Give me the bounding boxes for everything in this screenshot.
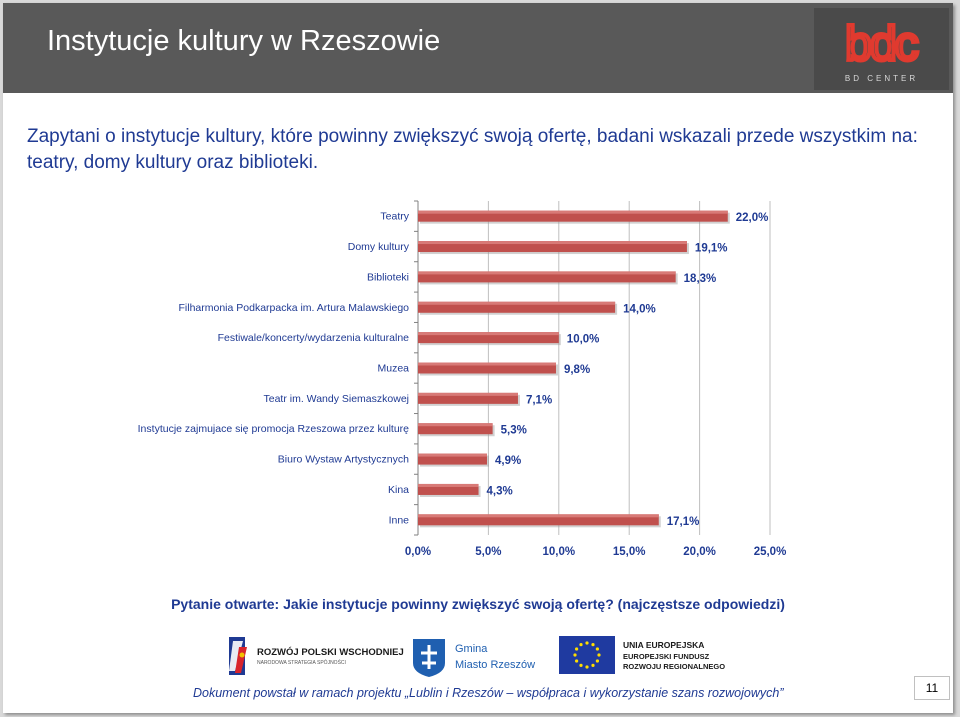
bar: [418, 483, 479, 495]
bar-highlight: [418, 362, 556, 366]
bar: [418, 423, 493, 435]
bar: [418, 210, 728, 222]
category-label: Biuro Wystaw Artystycznych: [278, 454, 409, 466]
bar-highlight: [418, 392, 518, 396]
footer-note: Dokument powstał w ramach projektu „Lubl…: [193, 686, 784, 700]
logo-subtitle: BD CENTER: [844, 74, 919, 83]
x-tick-label: 25,0%: [754, 546, 787, 558]
data-label: 18,3%: [684, 273, 717, 285]
gmina-line1: Gmina: [455, 643, 488, 655]
category-label: Biblioteki: [367, 271, 409, 283]
data-label: 14,0%: [623, 303, 656, 315]
eu-star-icon: [595, 647, 599, 651]
data-label: 4,9%: [495, 455, 521, 467]
bar: [418, 241, 687, 253]
category-label: Inne: [389, 514, 410, 526]
bar: [418, 392, 518, 404]
x-tick-label: 0,0%: [405, 546, 431, 558]
bar-highlight: [418, 301, 616, 305]
category-label: Instytucje zajmujace się promocja Rzeszo…: [138, 423, 410, 435]
slide: Instytucje kultury w Rzeszowie bdc BD CE…: [3, 3, 953, 713]
x-tick-label: 15,0%: [613, 546, 646, 558]
bar: [418, 453, 487, 465]
bar-highlight: [418, 423, 493, 427]
category-label: Muzea: [377, 363, 409, 375]
x-tick-label: 10,0%: [542, 546, 575, 558]
page-title: Instytucje kultury w Rzeszowie: [47, 25, 441, 57]
category-label: Festiwale/koncerty/wydarzenia kulturalne: [218, 332, 410, 344]
gmina-line2: Miasto Rzeszów: [455, 659, 535, 671]
survey-question: Pytanie otwarte: Jakie instytucje powinn…: [171, 596, 785, 612]
eu-line3: ROZWOJU REGIONALNEGO: [623, 662, 725, 671]
bdc-logo: bdc BD CENTER: [814, 8, 949, 90]
eu-star-icon: [595, 659, 599, 663]
eu-line1: UNIA EUROPEJSKA: [623, 640, 704, 650]
eu-star-icon: [591, 643, 595, 647]
bar: [418, 332, 559, 344]
bar-highlight: [418, 332, 559, 336]
data-label: 17,1%: [667, 516, 700, 528]
eu-star-icon: [597, 653, 601, 657]
data-label: 4,3%: [487, 485, 513, 497]
eu-star-icon: [573, 653, 577, 657]
category-label: Kina: [388, 484, 409, 496]
eu-logo: UNIA EUROPEJSKA EUROPEJSKI FUNDUSZ ROZWO…: [559, 636, 725, 674]
eu-star-icon: [579, 663, 583, 667]
gmina-logo: Gmina Miasto Rzeszów: [413, 639, 535, 677]
data-label: 7,1%: [526, 394, 552, 406]
x-tick-label: 20,0%: [683, 546, 716, 558]
logo-letters: bdc: [845, 18, 917, 71]
x-tick-label: 5,0%: [475, 546, 501, 558]
data-label: 10,0%: [567, 334, 600, 346]
data-label: 22,0%: [736, 212, 769, 224]
eu-star-icon: [575, 647, 579, 651]
bar-highlight: [418, 483, 479, 487]
category-label: Domy kultury: [348, 241, 410, 253]
eu-line2: EUROPEJSKI FUNDUSZ: [623, 652, 710, 661]
bar: [418, 301, 616, 313]
bar-highlight: [418, 453, 487, 457]
page-number: 11: [914, 676, 950, 700]
intro-text: Zapytani o instytucje kultury, które pow…: [27, 126, 918, 173]
bar: [418, 271, 676, 283]
category-label: Teatry: [380, 211, 409, 223]
bar-highlight: [418, 210, 728, 214]
data-label: 19,1%: [695, 243, 728, 255]
eu-star-icon: [591, 663, 595, 667]
rpw-subtitle: NARODOWA STRATEGIA SPÓJNOŚCI: [257, 658, 346, 666]
eu-star-icon: [585, 641, 589, 645]
eu-star-icon: [585, 665, 589, 669]
category-label: Filharmonia Podkarpacka im. Artura Malaw…: [178, 302, 409, 314]
bar-highlight: [418, 514, 659, 518]
bar: [418, 362, 556, 374]
header-bar: Instytucje kultury w Rzeszowie bdc BD CE…: [3, 3, 953, 93]
rpw-name: ROZWÓJ POLSKI WSCHODNIEJ: [257, 646, 404, 658]
bar-highlight: [418, 271, 676, 275]
logo-strip-graphics: ROZWÓJ POLSKI WSCHODNIEJ NARODOWA STRATE…: [229, 636, 725, 677]
bdc-logo-icon: bdc: [843, 16, 921, 73]
data-label: 5,3%: [501, 425, 527, 437]
data-label: 9,8%: [564, 364, 590, 376]
category-label: Teatr im. Wandy Siemaszkowej: [264, 393, 410, 405]
bar-highlight: [418, 241, 687, 245]
rpw-logo: ROZWÓJ POLSKI WSCHODNIEJ NARODOWA STRATE…: [229, 637, 404, 675]
eu-star-icon: [575, 659, 579, 663]
logo-strip: ROZWÓJ POLSKI WSCHODNIEJ NARODOWA STRATE…: [3, 633, 953, 679]
eu-star-icon: [579, 643, 583, 647]
bar-chart: 0,0% 5,0% 10,0% 15,0% 20,0% 25,0% Teatry 22,0% D…: [138, 200, 787, 558]
bar: [418, 514, 659, 526]
